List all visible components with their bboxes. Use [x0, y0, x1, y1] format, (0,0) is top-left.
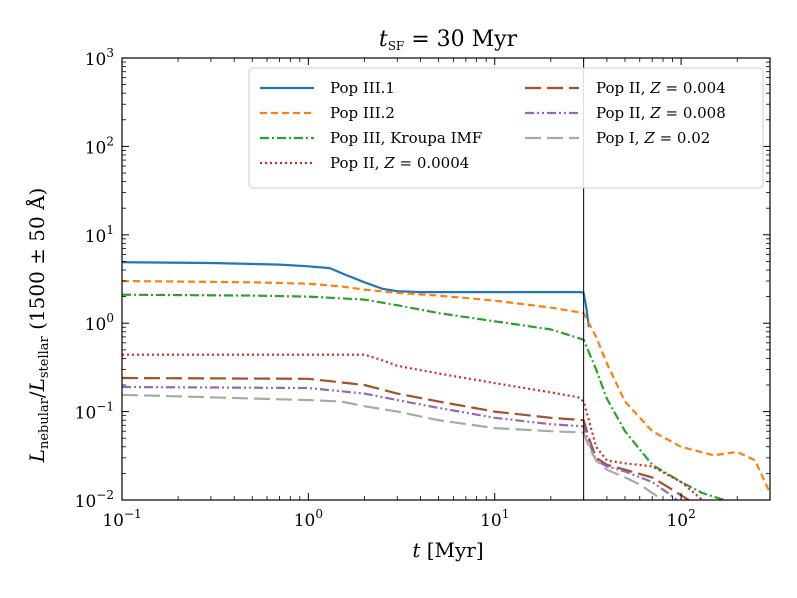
y-tick-label: 102 [85, 134, 114, 158]
y-axis-label-L2: L [25, 378, 49, 392]
y-axis-label: Lnebular/Lstellar (1500 ± 50 Å) [24, 188, 52, 464]
legend: Pop III.1 Pop III.2 Pop III, Kroupa IMF Pop… [248, 67, 764, 189]
x-axis-label-rest: [Myr] [420, 538, 483, 562]
y-tick-label: 10−2 [75, 488, 114, 512]
series-line-5 [122, 376, 690, 500]
series-line-6 [122, 385, 678, 500]
y-tick-label: 101 [85, 223, 114, 247]
legend-label-4: Pop II, Z = 0.0004 [330, 154, 469, 172]
series-line-4 [122, 353, 704, 500]
y-axis-label-sub1: nebular [37, 397, 52, 449]
legend-label-6: Pop II, Z = 0.008 [596, 104, 726, 122]
y-tick-label: 103 [85, 46, 114, 70]
series-line-7 [122, 393, 664, 500]
chart-title-sub: SF [388, 39, 405, 53]
series-line-1 [122, 261, 590, 328]
x-tick-label: 10−1 [102, 507, 141, 531]
legend-label-5: Pop II, Z = 0.004 [596, 79, 726, 97]
chart-title-rest: = 30 Myr [404, 27, 517, 52]
legend-label-7: Pop I, Z = 0.02 [596, 129, 710, 147]
plot-curves [122, 261, 770, 500]
legend-label-2: Pop III.2 [330, 104, 395, 122]
y-axis-label-sub2: stellar [37, 335, 52, 378]
x-axis-label-italic: t [412, 538, 421, 562]
legend-label-1: Pop III.1 [330, 79, 395, 97]
y-axis-label-rest: (1500 ± 50 Å) [24, 188, 49, 337]
series-line-3 [122, 293, 725, 500]
y-axis-label-L1: L [25, 449, 49, 463]
x-tick-label: 102 [666, 507, 695, 531]
legend-label-3: Pop III, Kroupa IMF [330, 129, 482, 147]
x-tick-label: 101 [480, 507, 509, 531]
chart-title: tSF = 30 Myr [379, 27, 518, 53]
x-axis-label: t [Myr] [412, 538, 483, 562]
y-tick-label: 10−1 [75, 400, 114, 424]
legend-box [248, 67, 764, 189]
plot-frame [121, 57, 771, 501]
x-tick-label: 100 [294, 507, 323, 531]
series-line-2 [122, 279, 770, 494]
y-tick-label: 100 [85, 311, 114, 335]
y-axis-label-slash: / [25, 391, 49, 398]
chart-title-italic: t [379, 27, 388, 52]
